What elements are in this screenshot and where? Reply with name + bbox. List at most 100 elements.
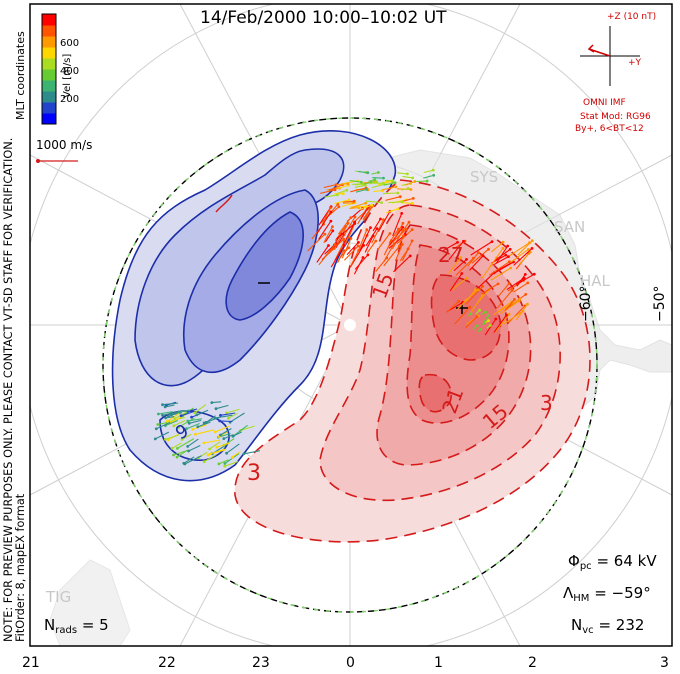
velocity-vector — [196, 409, 209, 416]
station-label: TIG — [46, 588, 72, 606]
velocity-vector-origin — [505, 313, 508, 317]
velocity-vector-origin — [183, 462, 187, 466]
velocity-vector-origin — [392, 242, 396, 246]
velocity-vector — [337, 217, 352, 235]
lambda-hm-subscript: HM — [573, 593, 590, 604]
fit-order-note: FitOrder: 8, mapEX format — [14, 493, 27, 642]
velocity-vector-origin — [157, 412, 160, 416]
velocity-vector-origin — [369, 226, 372, 230]
velocity-vector-origin — [522, 276, 526, 280]
velocity-vector-origin — [357, 241, 360, 244]
velocity-vector — [373, 190, 383, 192]
velocity-vector — [506, 277, 525, 291]
velocity-vector — [401, 202, 413, 204]
colorbar-tick: 400 — [60, 66, 80, 77]
velocity-vector-origin — [468, 305, 472, 309]
lambda-hm-symbol: Λ — [563, 584, 574, 602]
velocity-vector — [372, 218, 381, 232]
velocity-vector — [392, 228, 407, 243]
velocity-vector — [328, 184, 343, 191]
velocity-vector — [515, 303, 528, 321]
velocity-vector-origin — [507, 255, 510, 258]
velocity-vector-origin — [509, 266, 513, 270]
velocity-vector-origin — [347, 246, 350, 250]
velocity-vector-origin — [357, 249, 360, 252]
velocity-vector — [466, 289, 476, 301]
velocity-vector-origin — [510, 289, 514, 292]
velocity-vector-origin — [172, 453, 175, 457]
velocity-vector-origin — [400, 212, 404, 215]
velocity-vector-origin — [406, 187, 410, 190]
velocity-vector-origin — [346, 182, 350, 186]
velocity-vector — [316, 211, 332, 234]
velocity-vector-origin — [379, 217, 382, 221]
velocity-vector — [494, 313, 510, 333]
velocity-vector-origin — [333, 188, 337, 192]
velocity-vector — [232, 431, 242, 437]
velocity-vector — [188, 445, 201, 452]
velocity-vector — [495, 261, 514, 272]
velocity-vector — [343, 223, 356, 248]
velocity-vector-origin — [202, 441, 206, 445]
velocity-vector-origin — [180, 438, 184, 441]
velocity-vector — [510, 248, 529, 263]
velocity-vector-origin — [532, 272, 536, 276]
lambda-hm-stat: ΛHM = −59° — [563, 584, 651, 604]
plot-frame — [29, 3, 673, 647]
latitude-label: −60° — [578, 285, 594, 322]
velocity-vector — [324, 230, 334, 243]
velocity-vector-origin — [225, 411, 228, 415]
colorbar-swatch — [42, 58, 56, 70]
velocity-vector — [393, 255, 411, 273]
velocity-vector-origin — [411, 176, 415, 180]
velocity-vector — [383, 240, 392, 256]
velocity-vector-origin — [345, 188, 349, 192]
velocity-vector-origin — [530, 239, 534, 243]
velocity-vector — [240, 425, 255, 432]
velocity-vector-origin — [507, 312, 511, 316]
velocity-vector — [307, 233, 326, 252]
velocity-vector — [179, 409, 191, 413]
velocity-vector — [481, 283, 499, 295]
velocity-vector-origin — [186, 419, 190, 423]
velocity-vector — [455, 257, 474, 276]
vector-scale-arrow — [36, 159, 78, 163]
velocity-vector-origin — [484, 310, 487, 314]
velocity-vector-origin — [173, 417, 177, 420]
vector-scale-label: 1000 m/s — [36, 138, 93, 152]
velocity-vector-origin — [462, 239, 465, 243]
velocity-vector — [375, 257, 388, 272]
velocity-vector — [471, 248, 489, 264]
velocity-vector-origin — [456, 241, 459, 244]
velocity-vector — [343, 221, 356, 245]
lambda-hm-value: = −59° — [594, 584, 651, 602]
velocity-vector-origin — [476, 288, 480, 291]
velocity-vectors — [153, 168, 536, 468]
velocity-vector — [469, 255, 484, 271]
velocity-vector — [316, 245, 329, 263]
colorbar-swatch — [42, 91, 56, 103]
velocity-vector — [402, 175, 413, 179]
velocity-vector-origin — [163, 405, 167, 409]
velocity-vector-origin — [501, 240, 505, 244]
velocity-vector-origin — [459, 256, 463, 260]
velocity-vector — [493, 314, 507, 333]
velocity-vector — [171, 442, 182, 449]
velocity-vector — [330, 245, 345, 268]
velocity-vector — [324, 244, 335, 255]
velocity-vector-origin — [396, 191, 400, 195]
velocity-vector-origin — [478, 308, 481, 312]
velocity-vector — [388, 228, 399, 244]
velocity-vector-origin — [457, 299, 461, 303]
velocity-vector-origin — [154, 427, 158, 431]
velocity-vector — [197, 421, 211, 428]
velocity-vector — [342, 202, 354, 204]
velocity-vector — [203, 454, 217, 463]
mlt-tick: 1 — [434, 655, 443, 671]
velocity-vector — [324, 194, 338, 198]
velocity-vector-origin — [401, 221, 405, 225]
velocity-vector-origin — [480, 294, 484, 298]
velocity-vector-origin — [329, 206, 332, 210]
velocity-vector — [366, 240, 377, 254]
velocity-vector — [500, 300, 520, 315]
